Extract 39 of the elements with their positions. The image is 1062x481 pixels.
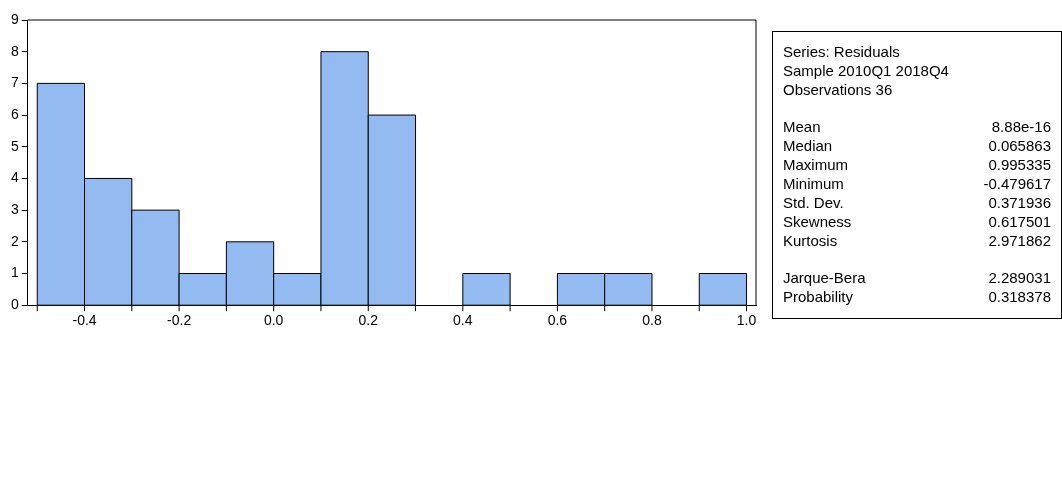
text: Series: Residuals [783, 42, 901, 61]
x-tick-label: 1.0 [736, 312, 757, 329]
text: Skewness [783, 212, 852, 231]
x-tick-label: 0.6 [547, 312, 568, 329]
x-tick-label: 0.2 [358, 312, 379, 329]
y-tick-label: 0 [10, 296, 19, 313]
y-tick-label: 3 [10, 200, 19, 217]
text: Mean [783, 117, 821, 136]
text: 0.318378 [988, 287, 1051, 306]
y-tick-label: 8 [10, 42, 19, 59]
text: 8.88e-16 [991, 117, 1051, 136]
x-tick-label: 0.4 [453, 312, 473, 329]
text: Observations 36 [783, 80, 894, 99]
text: 2.971862 [988, 231, 1051, 250]
y-tick-label: 9 [10, 10, 19, 27]
x-tick-label: -0.2 [167, 312, 192, 329]
x-tick-label: -0.4 [72, 312, 97, 329]
text: Minimum [783, 174, 844, 193]
text: Probability [783, 287, 854, 306]
text: Sample 2010Q1 2018Q4 [783, 61, 950, 80]
y-tick-label: 4 [10, 169, 19, 186]
x-tick-label: 0.8 [642, 312, 662, 329]
y-tick-label: 1 [10, 264, 19, 281]
text: Median [783, 136, 833, 155]
text: 2.289031 [988, 268, 1051, 287]
text: 0.371936 [988, 193, 1051, 212]
text: -0.479617 [983, 174, 1051, 193]
y-tick-label: 5 [10, 137, 19, 154]
x-tick-label: 0.0 [263, 312, 284, 329]
text: Kurtosis [783, 231, 838, 250]
text: 0.065863 [988, 136, 1051, 155]
y-tick-label: 6 [10, 105, 19, 122]
text: Jarque-Bera [783, 268, 866, 287]
text: Maximum [783, 155, 849, 174]
y-tick-label: 2 [10, 232, 19, 249]
y-tick-label: 7 [10, 74, 19, 91]
text: 0.995335 [988, 155, 1051, 174]
text: 0.617501 [988, 212, 1051, 231]
text: Std. Dev. [783, 193, 844, 212]
